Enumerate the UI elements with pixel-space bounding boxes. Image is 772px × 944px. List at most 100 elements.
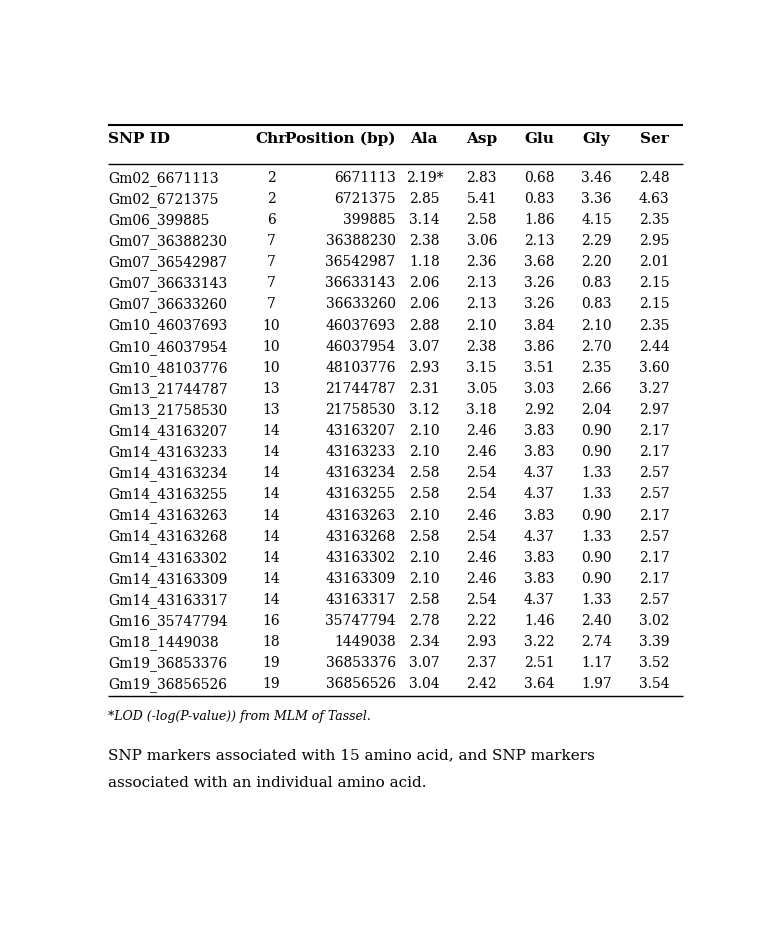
Text: 6721375: 6721375 [334, 192, 396, 206]
Text: 2.85: 2.85 [409, 192, 439, 206]
Text: Gm14_43163268: Gm14_43163268 [108, 529, 228, 544]
Text: Gm14_43163302: Gm14_43163302 [108, 550, 228, 565]
Text: 36853376: 36853376 [326, 655, 396, 669]
Text: 2.01: 2.01 [638, 255, 669, 269]
Text: Gm07_36388230: Gm07_36388230 [108, 234, 228, 249]
Text: 1449038: 1449038 [334, 634, 396, 649]
Text: 36633260: 36633260 [326, 297, 396, 312]
Text: 43163268: 43163268 [326, 529, 396, 543]
Text: 3.07: 3.07 [409, 339, 440, 353]
Text: 14: 14 [262, 445, 280, 459]
Text: 3.06: 3.06 [466, 234, 497, 248]
Text: 21758530: 21758530 [326, 402, 396, 416]
Text: Gm10_46037954: Gm10_46037954 [108, 339, 228, 354]
Text: 14: 14 [262, 592, 280, 606]
Text: 7: 7 [267, 276, 276, 290]
Text: Gm14_43163309: Gm14_43163309 [108, 571, 228, 586]
Text: 14: 14 [262, 550, 280, 565]
Text: 2.42: 2.42 [466, 677, 497, 691]
Text: Gm14_43163207: Gm14_43163207 [108, 424, 228, 439]
Text: 2.10: 2.10 [409, 550, 440, 565]
Text: 2.46: 2.46 [466, 445, 497, 459]
Text: Gm16_35747794: Gm16_35747794 [108, 614, 228, 629]
Text: 2.46: 2.46 [466, 508, 497, 522]
Text: 2.46: 2.46 [466, 550, 497, 565]
Text: Gm14_43163234: Gm14_43163234 [108, 465, 228, 480]
Text: 5.41: 5.41 [466, 192, 497, 206]
Text: 2.40: 2.40 [581, 614, 612, 628]
Text: 2.88: 2.88 [409, 318, 439, 332]
Text: 2.35: 2.35 [639, 318, 669, 332]
Text: 2.35: 2.35 [581, 361, 612, 375]
Text: 14: 14 [262, 529, 280, 543]
Text: 36542987: 36542987 [326, 255, 396, 269]
Text: 1.17: 1.17 [581, 655, 612, 669]
Text: 3.83: 3.83 [524, 508, 554, 522]
Text: 35747794: 35747794 [325, 614, 396, 628]
Text: 4.37: 4.37 [524, 465, 554, 480]
Text: 0.90: 0.90 [581, 508, 612, 522]
Text: *LOD (-log(P-value)) from MLM of Tassel.: *LOD (-log(P-value)) from MLM of Tassel. [108, 709, 371, 722]
Text: 1.86: 1.86 [524, 212, 554, 227]
Text: 6: 6 [267, 212, 276, 227]
Text: 2.97: 2.97 [638, 402, 669, 416]
Text: 2: 2 [267, 171, 276, 185]
Text: 43163234: 43163234 [325, 465, 396, 480]
Text: 2.17: 2.17 [638, 508, 669, 522]
Text: 2.38: 2.38 [409, 234, 439, 248]
Text: 36633143: 36633143 [326, 276, 396, 290]
Text: 4.63: 4.63 [638, 192, 669, 206]
Text: 2.57: 2.57 [638, 592, 669, 606]
Text: 43163263: 43163263 [326, 508, 396, 522]
Text: 2: 2 [267, 192, 276, 206]
Text: 2.58: 2.58 [409, 529, 439, 543]
Text: Gm18_1449038: Gm18_1449038 [108, 634, 219, 649]
Text: 2.54: 2.54 [466, 592, 497, 606]
Text: 3.83: 3.83 [524, 571, 554, 585]
Text: 2.19*: 2.19* [405, 171, 443, 185]
Text: 3.83: 3.83 [524, 550, 554, 565]
Text: 3.15: 3.15 [466, 361, 497, 375]
Text: 1.33: 1.33 [581, 529, 612, 543]
Text: 4.37: 4.37 [524, 487, 554, 501]
Text: 43163255: 43163255 [326, 487, 396, 501]
Text: 0.90: 0.90 [581, 550, 612, 565]
Text: 2.74: 2.74 [581, 634, 612, 649]
Text: Ala: Ala [411, 131, 438, 145]
Text: 2.44: 2.44 [638, 339, 669, 353]
Text: 6671113: 6671113 [334, 171, 396, 185]
Text: Gm14_43163255: Gm14_43163255 [108, 487, 228, 502]
Text: Glu: Glu [524, 131, 554, 145]
Text: 2.34: 2.34 [409, 634, 440, 649]
Text: 0.68: 0.68 [524, 171, 554, 185]
Text: Gm07_36542987: Gm07_36542987 [108, 255, 228, 270]
Text: 3.14: 3.14 [409, 212, 440, 227]
Text: 3.60: 3.60 [639, 361, 669, 375]
Text: 14: 14 [262, 424, 280, 438]
Text: 2.92: 2.92 [524, 402, 554, 416]
Text: 46037693: 46037693 [326, 318, 396, 332]
Text: 19: 19 [262, 677, 280, 691]
Text: Gm10_46037693: Gm10_46037693 [108, 318, 228, 333]
Text: 43163309: 43163309 [326, 571, 396, 585]
Text: 1.33: 1.33 [581, 465, 612, 480]
Text: 2.06: 2.06 [409, 297, 439, 312]
Text: 3.86: 3.86 [524, 339, 554, 353]
Text: 3.68: 3.68 [524, 255, 554, 269]
Text: 2.15: 2.15 [638, 276, 669, 290]
Text: 2.10: 2.10 [409, 445, 440, 459]
Text: 48103776: 48103776 [325, 361, 396, 375]
Text: 3.04: 3.04 [409, 677, 440, 691]
Text: 3.07: 3.07 [409, 655, 440, 669]
Text: Gm07_36633143: Gm07_36633143 [108, 276, 228, 291]
Text: 3.05: 3.05 [466, 381, 497, 396]
Text: 2.04: 2.04 [581, 402, 612, 416]
Text: 3.64: 3.64 [524, 677, 554, 691]
Text: 14: 14 [262, 508, 280, 522]
Text: 43163233: 43163233 [326, 445, 396, 459]
Text: 3.83: 3.83 [524, 424, 554, 438]
Text: 2.36: 2.36 [466, 255, 497, 269]
Text: 36388230: 36388230 [326, 234, 396, 248]
Text: 3.46: 3.46 [581, 171, 612, 185]
Text: 2.13: 2.13 [466, 276, 497, 290]
